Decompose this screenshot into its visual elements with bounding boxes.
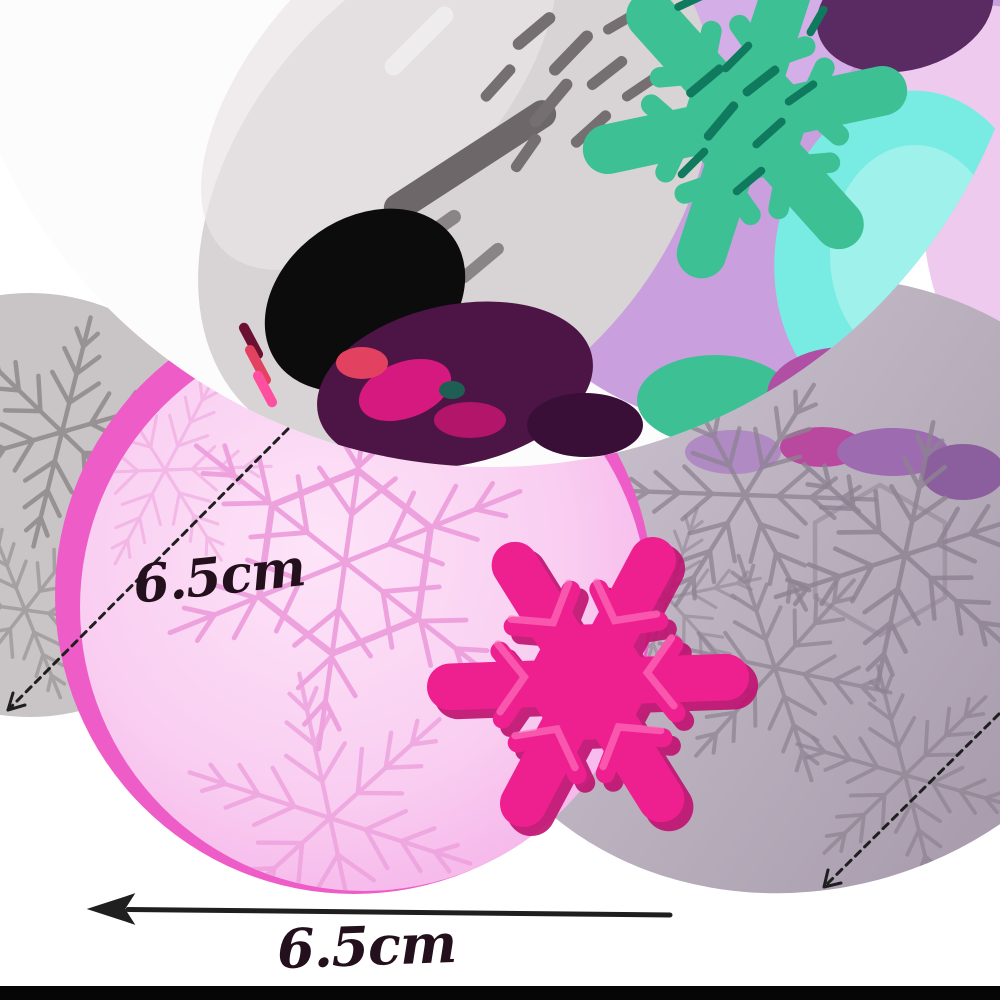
lilac-region — [870, 5, 1000, 355]
cyan-mold-region — [774, 90, 1000, 420]
mold-edge-violet-blob — [837, 428, 949, 476]
horizontal-dimension-label: 6.5cm — [275, 910, 458, 982]
teal-snowflake-texture — [674, 0, 828, 196]
bottom-black-bar — [0, 986, 1000, 1000]
purple-mat — [484, 0, 1000, 431]
mold-edge-magenta-blob — [780, 427, 864, 467]
lilac-mold-corner — [922, 32, 1000, 368]
gray-mold-texture — [383, 9, 678, 284]
mold-edge-violet-blob — [685, 430, 781, 474]
teal-snowflake — [586, 0, 904, 291]
dark-plum-region — [317, 301, 643, 467]
mold-edge-violet-blob — [921, 444, 1000, 500]
lavender-engraved-snowflakes — [557, 321, 1000, 910]
right-diameter-line — [822, 712, 1000, 889]
dark-purple-blob — [816, 0, 994, 73]
lavender-mold — [452, 276, 1000, 970]
magenta-spot — [358, 358, 452, 422]
pink-engraved-snowflakes — [24, 328, 552, 992]
white-gray-mold — [198, 0, 712, 452]
pink-mold — [24, 296, 653, 992]
red-spot — [336, 347, 388, 379]
black-shadow-blob — [264, 208, 466, 392]
zoom-inset-circle — [0, 0, 1000, 467]
zoom-inset-photo — [0, 0, 1000, 467]
teal-spot — [439, 381, 465, 399]
gray-mold — [0, 290, 242, 732]
left-arrowhead-icon — [86, 893, 136, 925]
vertical-dimension-label: 6.5cm — [130, 537, 308, 616]
purple-mat-light — [459, 0, 879, 151]
inset-bottom-blobs — [637, 347, 983, 445]
pink-spot — [434, 402, 506, 438]
magenta-snowflake — [418, 504, 766, 867]
edge-strips — [238, 322, 278, 408]
